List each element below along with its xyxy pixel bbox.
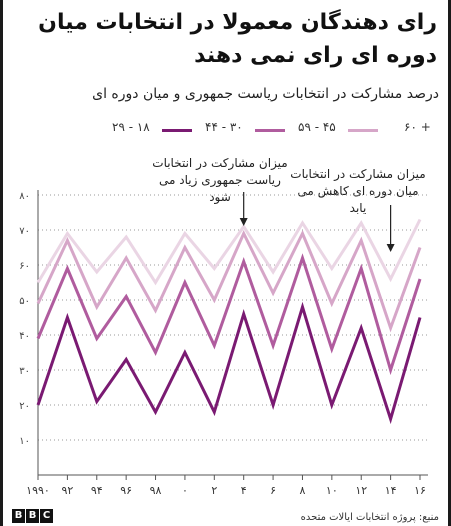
chart-title: رای دهندگان معمولا در انتخابات میان دوره… [38, 10, 437, 68]
source-note: منبع: پروژه انتخابات ایالات متحده [300, 512, 439, 523]
bbc-logo-letter: C [40, 509, 53, 523]
y-tick-label: ۸۰ [19, 191, 30, 202]
annotation-midterm: میزان مشارکت در انتخابات میان دوره ای کا… [290, 167, 426, 215]
legend-item-30-44: ۳۰ - ۴۴ [205, 120, 290, 140]
annotation-arrowhead-presidential [239, 218, 248, 226]
legend-label-18-29: ۱۸ - ۲۹ [112, 120, 150, 134]
annotation-presidential: میزان مشارکت در انتخابات ریاست جمهوری زی… [152, 156, 288, 204]
legend: ۱۸ - ۲۹ ۳۰ - ۴۴ ۴۵ - ۵۹ + ۶۰ [0, 120, 451, 142]
left-border [0, 0, 3, 526]
y-tick-label: ۴۰ [19, 331, 30, 342]
x-tick-label: ۶ [270, 484, 276, 497]
legend-item-45-59: ۴۵ - ۵۹ [298, 120, 383, 140]
bbc-logo-letter: B [12, 509, 25, 523]
x-tick-label: ۰ [182, 484, 188, 497]
x-tick-label: ۹۴ [91, 484, 103, 497]
legend-swatch-30-44 [255, 129, 285, 132]
x-tick-label: ۹۶ [120, 484, 132, 497]
series-line-age_45_59 [36, 229, 422, 333]
y-tick-label: ۷۰ [19, 226, 30, 237]
series-line-age_60_plus [36, 218, 422, 286]
x-tick-label: ۱۰ [326, 484, 338, 497]
annotation-arrowhead-midterm [386, 244, 395, 252]
legend-label-45-59: ۴۵ - ۵۹ [298, 120, 336, 134]
y-tick-label: ۳۰ [19, 366, 30, 377]
x-tick-label: ۱۲ [355, 484, 367, 497]
x-tick-label: ۴ [241, 484, 247, 497]
series-line-age_18_29 [36, 301, 422, 425]
legend-swatch-18-29 [162, 129, 192, 132]
y-tick-label: ۲۰ [19, 401, 30, 412]
x-tick-label: ۹۲ [61, 484, 73, 497]
x-tick-label: ۱۴ [385, 484, 397, 497]
y-tick-label: ۵۰ [19, 296, 30, 307]
y-tick-label: ۱۰ [19, 436, 30, 447]
legend-item-18-29: ۱۸ - ۲۹ [112, 120, 197, 140]
bbc-logo: B B C [12, 509, 53, 523]
right-border [448, 0, 451, 526]
x-tick-label: ۱۹۹۰ [26, 484, 50, 497]
x-tick-label: ۸ [300, 484, 306, 497]
legend-swatch-45-59 [348, 129, 378, 132]
y-tick-label: ۶۰ [19, 261, 30, 272]
chart-subtitle: درصد مشارکت در انتخابات ریاست جمهوری و م… [92, 86, 439, 102]
legend-item-60-plus: + ۶۰ [392, 120, 442, 140]
x-tick-label: ۲ [211, 484, 217, 497]
x-tick-label: ۹۸ [150, 484, 162, 497]
bbc-logo-letter: B [26, 509, 39, 523]
legend-label-30-44: ۳۰ - ۴۴ [205, 120, 243, 134]
x-tick-label: ۱۶ [414, 484, 426, 497]
series-line-age_30_44 [36, 253, 422, 376]
legend-label-60-plus: + ۶۰ [404, 120, 431, 134]
